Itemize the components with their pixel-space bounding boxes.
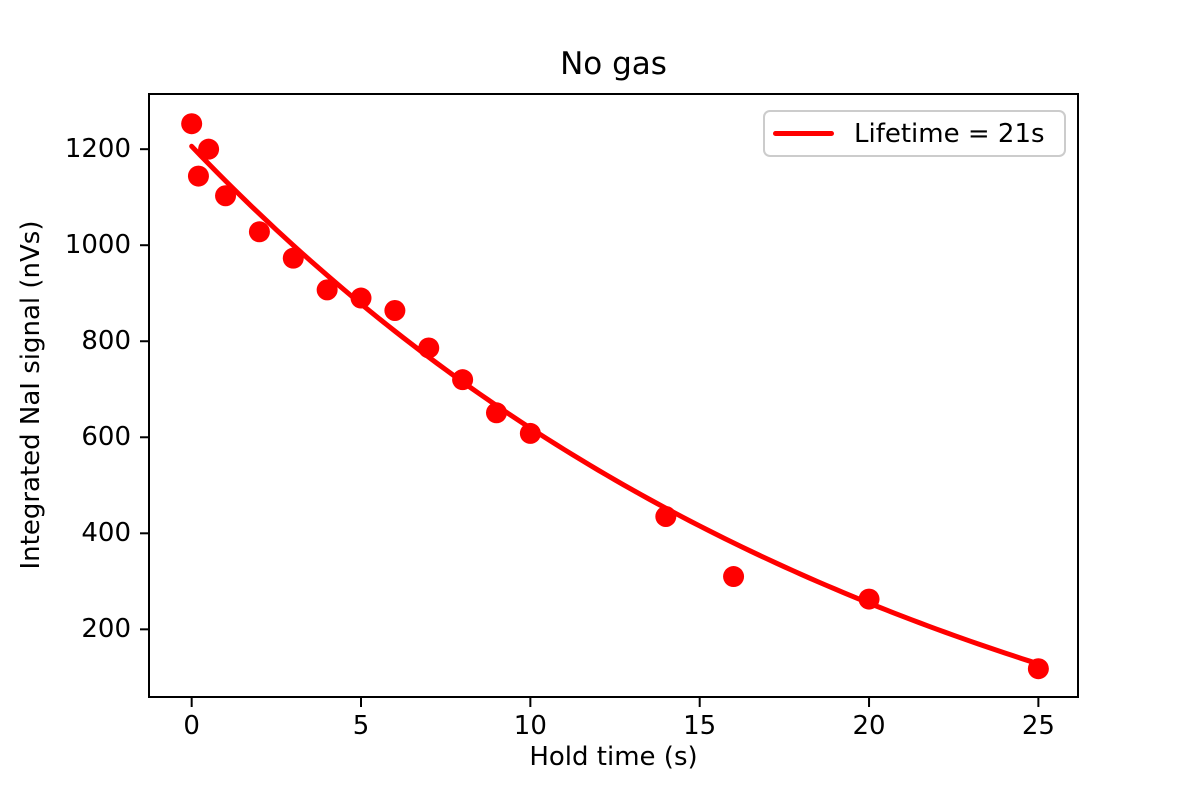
y-tick-label: 1200 <box>64 134 131 165</box>
x-tick-label: 10 <box>513 711 547 741</box>
scatter-point <box>723 566 745 588</box>
scatter-point <box>198 138 220 160</box>
scatter-point <box>248 221 270 243</box>
y-axis-label: Integrated NaI signal (nVs) <box>16 220 46 570</box>
chart-title: No gas <box>560 46 667 82</box>
y-tick-label: 800 <box>81 326 131 357</box>
x-tick-label: 0 <box>183 711 200 741</box>
y-tick-label: 600 <box>81 422 131 453</box>
y-tick-label: 1000 <box>64 230 131 261</box>
scatter-point <box>181 113 203 135</box>
legend-label: Lifetime = 21s <box>854 118 1045 149</box>
scatter-point <box>519 422 541 444</box>
x-axis-label: Hold time (s) <box>529 742 698 772</box>
scatter-point <box>316 279 338 301</box>
scatter-point <box>384 300 406 322</box>
y-tick-label: 400 <box>81 518 131 549</box>
x-tick-label: 20 <box>852 711 886 741</box>
scatter-point <box>350 287 372 309</box>
x-tick-label: 15 <box>683 711 717 741</box>
fit-line <box>189 143 1041 667</box>
y-tick-label: 200 <box>81 614 131 645</box>
scatter-point <box>187 165 209 187</box>
legend: Lifetime = 21s <box>763 110 1066 157</box>
scatter-point <box>215 185 237 207</box>
x-tick-label: 25 <box>1021 711 1055 741</box>
x-tick-label: 5 <box>352 711 370 741</box>
axes-spines <box>148 93 1079 698</box>
legend-line-sample-icon <box>773 131 834 136</box>
